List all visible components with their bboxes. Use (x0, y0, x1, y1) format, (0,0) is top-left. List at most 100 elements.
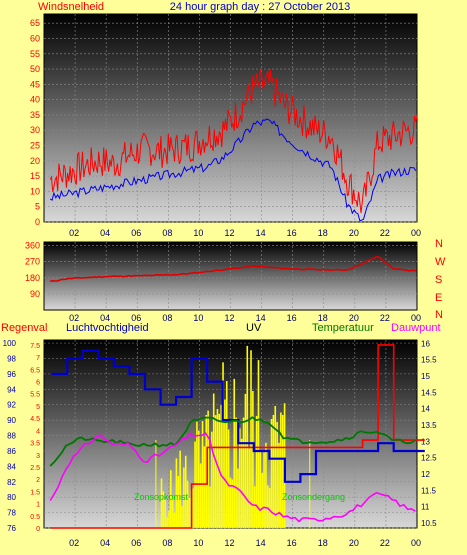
wind-y-tick: 60 (30, 33, 40, 43)
humidity-y-tick: 88 (7, 432, 16, 441)
rain-y-tick: 7.5 (30, 343, 40, 350)
x-tick-label-wind: 06 (131, 228, 141, 238)
compass-w: W (435, 256, 446, 268)
winddir-line (50, 255, 417, 282)
temperature-line (49, 416, 416, 467)
wind-y-tick: 40 (30, 95, 40, 105)
humidity-y-tick: 94 (7, 385, 16, 394)
x-tick-label-climate: 22 (380, 538, 390, 548)
temp-y-tick: 11 (421, 503, 430, 512)
sunset-label: Zonsondergang (282, 492, 345, 502)
humidity-y-tick: 84 (7, 462, 16, 471)
label-uv: UV (246, 322, 262, 334)
x-tick-label-climate: 10 (193, 538, 203, 548)
temp-y-tick: 14.5 (421, 388, 437, 397)
wind-y-tick: 10 (30, 186, 40, 196)
x-tick-label-wind: 20 (349, 228, 359, 238)
chart-title: 24 hour graph day : 27 October 2013 (170, 1, 350, 13)
label-humidity: Luchtvochtigheid (66, 322, 149, 334)
wind-y-tick: 55 (30, 49, 40, 59)
x-tick-label-wind: 10 (193, 228, 203, 238)
x-tick-label-wind: 00 (411, 228, 421, 238)
dir-y-tick: 360 (25, 241, 40, 251)
compass-n-top: N (435, 238, 443, 250)
humidity-y-tick: 90 (7, 416, 16, 425)
humidity-y-tick: 86 (7, 447, 16, 456)
rain-y-tick: 1.5 (30, 489, 40, 496)
dir-y-tick: 90 (30, 289, 40, 299)
temp-y-tick: 10.5 (421, 519, 437, 528)
rain-y-tick: 0.5 (30, 514, 40, 521)
x-tick-label-climate: 16 (287, 538, 297, 548)
x-tick-label-dir: 20 (349, 313, 359, 323)
compass-labels: N W S E N (435, 238, 446, 321)
x-tick-label-dir: 00 (411, 313, 421, 323)
x-tick-label-dir: 16 (287, 313, 297, 323)
wind-y-tick: 20 (30, 156, 40, 166)
humidity-y-tick: 100 (3, 339, 17, 348)
x-tick-label-wind: 14 (256, 228, 266, 238)
x-tick-label-wind: 16 (287, 228, 297, 238)
dir-y-tick: 180 (25, 273, 40, 283)
humidity-y-tick: 80 (7, 493, 16, 502)
rain-y-tick: 0 (36, 526, 40, 533)
wind-axis-title: Windsnelheid (38, 1, 104, 13)
rain-y-tick: 4.5 (30, 416, 40, 423)
compass-n-bottom: N (435, 309, 443, 321)
rain-y-tick: 6.5 (30, 367, 40, 374)
humidity-line (51, 349, 425, 483)
temp-y-tick: 12 (421, 470, 430, 479)
rain-y-tick: 4 (36, 428, 40, 435)
rain-y-tick: 2 (36, 477, 40, 484)
x-tick-label-dir: 14 (256, 313, 266, 323)
humidity-y-tick: 92 (7, 401, 16, 410)
rain-y-tick: 5.5 (30, 392, 40, 399)
wind-y-tick: 35 (30, 110, 40, 120)
compass-s: S (435, 274, 442, 286)
x-tick-label-wind: 02 (69, 228, 79, 238)
rain-line (51, 344, 425, 529)
humidity-y-tick: 76 (7, 524, 16, 533)
humidity-y-tick: 78 (7, 509, 16, 518)
temp-y-tick: 13 (421, 437, 430, 446)
temp-y-tick: 13.5 (421, 421, 437, 430)
rain-y-tick: 1 (36, 502, 40, 509)
x-tick-label-dir: 04 (100, 313, 110, 323)
x-tick-label-wind: 08 (162, 228, 172, 238)
label-dewpoint: Dauwpunt (391, 322, 441, 334)
x-tick-label-dir: 22 (380, 313, 390, 323)
x-tick-label-climate: 08 (162, 538, 172, 548)
wind-y-tick: 50 (30, 64, 40, 74)
wind-y-tick: 65 (30, 18, 40, 28)
x-tick-label-climate: 18 (318, 538, 328, 548)
temp-y-tick: 14 (421, 405, 430, 414)
humidity-y-tick: 98 (7, 354, 16, 363)
rain-y-tick: 3.5 (30, 441, 40, 448)
temp-y-tick: 15.5 (421, 356, 437, 365)
temp-y-tick: 12.5 (421, 454, 437, 463)
x-tick-label-wind: 18 (318, 228, 328, 238)
x-tick-label-dir: 08 (162, 313, 172, 323)
x-tick-label-wind: 22 (380, 228, 390, 238)
x-tick-label-dir: 02 (69, 313, 79, 323)
x-tick-label-dir: 18 (318, 313, 328, 323)
compass-e: E (435, 292, 442, 304)
x-tick-label-wind: 04 (100, 228, 110, 238)
y-tick-labels: 051015202530354045505560659018027036000.… (3, 18, 437, 533)
temp-y-tick: 16 (421, 339, 430, 348)
x-tick-label-climate: 14 (256, 538, 266, 548)
label-rain: Regenval (1, 322, 47, 334)
x-tick-label-climate: 20 (349, 538, 359, 548)
rain-y-tick: 3 (36, 453, 40, 460)
climate-legend: Regenval Luchtvochtigheid UV Temperatuur… (1, 322, 441, 334)
wind-y-tick: 15 (30, 171, 40, 181)
rain-y-tick: 6 (36, 380, 40, 387)
label-temperature: Temperatuur (312, 322, 374, 334)
x-tick-label-wind: 12 (225, 228, 235, 238)
x-tick-label-climate: 00 (411, 538, 421, 548)
dewpoint-line (49, 432, 416, 523)
rain-y-tick: 5 (36, 404, 40, 411)
rain-y-tick: 7 (36, 355, 40, 362)
x-tick-label-dir: 06 (131, 313, 141, 323)
